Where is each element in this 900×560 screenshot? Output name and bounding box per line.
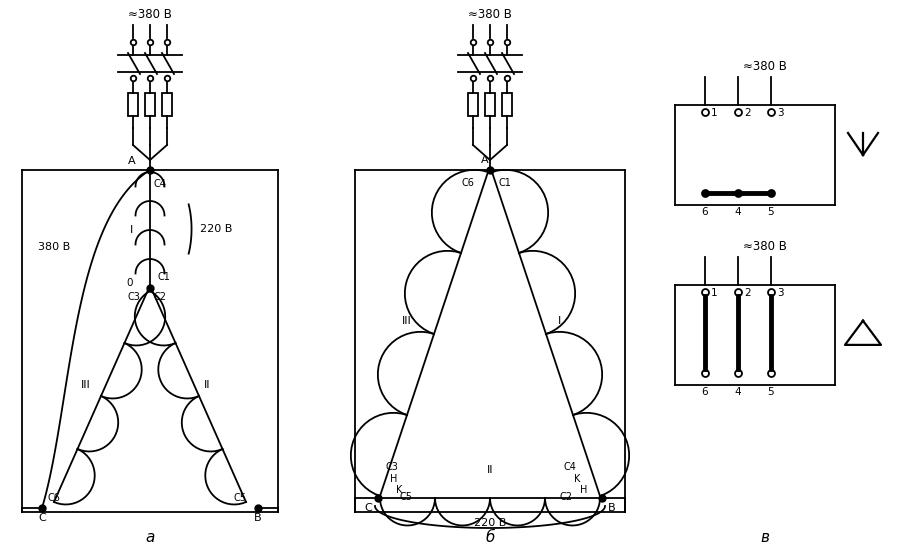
Text: ≈380 В: ≈380 В [743,240,787,253]
Text: C2: C2 [154,292,167,302]
Bar [485,93,495,116]
Text: K: K [396,485,402,495]
Text: 6: 6 [702,207,708,217]
Text: H: H [390,474,398,484]
Text: II: II [204,380,211,390]
Text: I: I [130,225,133,235]
Text: C6: C6 [462,178,475,188]
Text: 4: 4 [734,387,742,397]
Text: 380 В: 380 В [38,242,70,252]
Text: C1: C1 [498,178,511,188]
Text: C2: C2 [560,492,573,502]
Text: 3: 3 [777,108,784,118]
Bar [502,93,512,116]
Text: 5: 5 [768,207,774,217]
Text: II: II [487,465,493,475]
Text: I: I [558,316,562,326]
Text: 220 В: 220 В [473,518,506,528]
Text: B: B [608,503,616,513]
Text: ≈380 В: ≈380 В [468,8,512,21]
Text: в: в [760,530,770,545]
Text: 6: 6 [702,387,708,397]
Text: C: C [364,503,372,513]
Text: 5: 5 [768,387,774,397]
Text: C3: C3 [128,292,141,302]
Text: K: K [574,474,580,484]
Text: ≈380 В: ≈380 В [128,8,172,21]
Text: B: B [254,513,262,523]
Bar [128,93,138,116]
Text: 2: 2 [744,108,751,118]
Text: C4: C4 [564,462,577,472]
Text: III: III [81,380,91,390]
Text: H: H [580,485,588,495]
Text: 1: 1 [711,288,717,298]
Text: C3: C3 [386,462,399,472]
Text: III: III [402,316,411,326]
Text: A: A [482,155,489,165]
Text: C1: C1 [158,272,171,282]
Text: C4: C4 [154,179,166,189]
Text: C: C [38,513,46,523]
Text: 220 В: 220 В [200,224,232,234]
Text: 1: 1 [711,108,717,118]
Text: 3: 3 [777,288,784,298]
Text: ≈380 В: ≈380 В [743,60,787,73]
Bar [162,93,172,116]
Text: 2: 2 [744,288,751,298]
Text: C5: C5 [400,492,413,502]
Bar [468,93,478,116]
Text: б: б [485,530,495,545]
Text: C5: C5 [233,493,246,503]
Text: C6: C6 [48,493,61,503]
Text: 4: 4 [734,207,742,217]
Text: 0: 0 [127,278,133,288]
Bar [145,93,155,116]
Text: а: а [145,530,155,545]
Text: A: A [129,156,136,166]
